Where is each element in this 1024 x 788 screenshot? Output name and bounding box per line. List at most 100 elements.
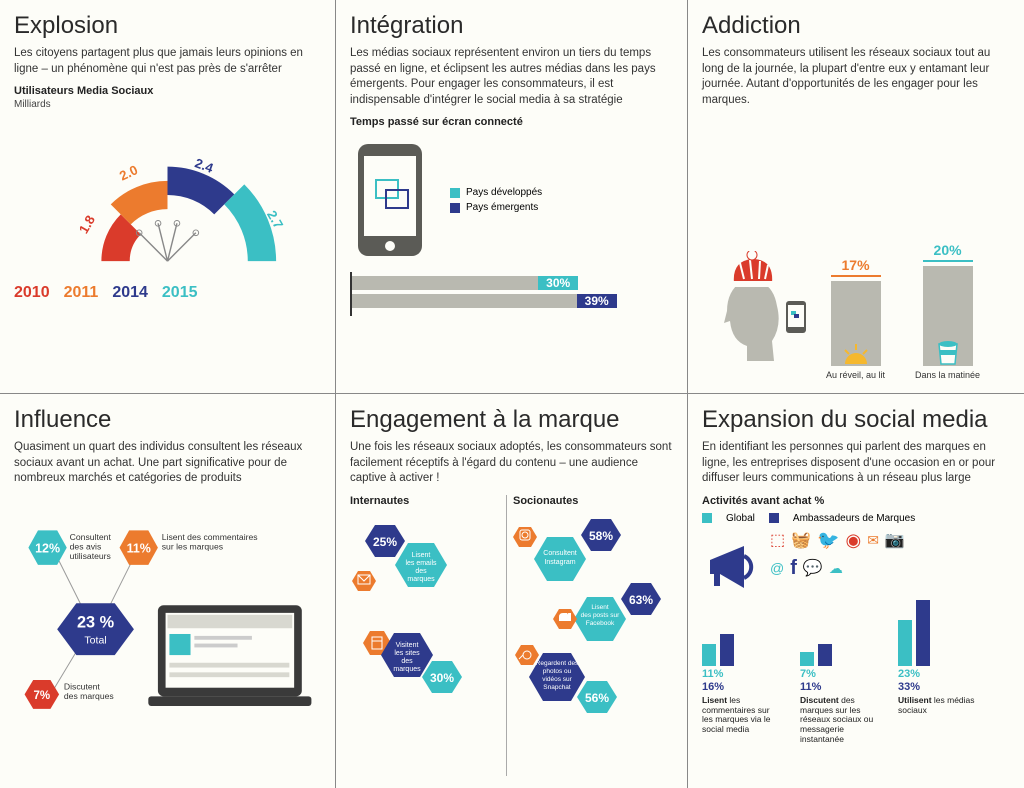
svg-text:30%: 30% <box>430 671 454 685</box>
svg-text:Lisent: Lisent <box>412 552 431 559</box>
bar <box>800 652 814 666</box>
bar-track <box>352 276 538 290</box>
cloud-icon: ☁ <box>829 560 843 577</box>
svg-text:Instagram: Instagram <box>544 559 575 566</box>
basket-icon: 🧺 <box>791 530 811 550</box>
legend-label: Pays émergents <box>466 202 538 213</box>
chat-icon: 💬 <box>803 558 823 578</box>
head-icon <box>702 251 812 381</box>
svg-text:sur les marques: sur les marques <box>162 541 223 551</box>
bar <box>818 644 832 666</box>
val: 7% <box>800 668 816 680</box>
engagement-right: 58% Consultent Instagram 63% Lisent des … <box>513 513 673 723</box>
panel-title: Intégration <box>350 12 673 40</box>
svg-text:marques: marques <box>393 666 421 673</box>
legend: Global Ambassadeurs de Marques <box>702 513 1010 524</box>
bar-track <box>352 294 577 308</box>
chart-subtitle: Utilisateurs Media Sociaux <box>14 85 321 97</box>
panel-desc: Les consommateurs utilisent les réseaux … <box>702 46 1010 108</box>
panel-title: Addiction <box>702 12 1010 40</box>
facebook-icon: f <box>790 557 797 580</box>
panel-desc: Quasiment un quart des individus consult… <box>14 440 321 487</box>
svg-text:des avis: des avis <box>70 541 102 551</box>
caption: Lisent les commentaires sur les marques … <box>702 696 782 735</box>
svg-text:les emails: les emails <box>405 560 437 567</box>
year-label: 2014 <box>112 284 148 302</box>
legend-label: Pays développés <box>466 187 542 198</box>
svg-text:Lisent des commentaires: Lisent des commentaires <box>162 532 258 542</box>
svg-text:Consultent: Consultent <box>543 550 577 557</box>
twitter-icon: 🐦 <box>817 530 839 551</box>
legend: Pays développés Pays émergents <box>450 187 542 213</box>
at-icon: @ <box>770 560 784 576</box>
panel-desc: En identifiant les personnes qui parlent… <box>702 440 1010 487</box>
legend-swatch <box>450 203 460 213</box>
bar <box>702 644 716 666</box>
svg-text:56%: 56% <box>585 691 609 705</box>
svg-text:des: des <box>415 568 427 575</box>
val: 11% <box>702 668 723 680</box>
val: 23% <box>898 668 920 680</box>
caption: Discutent des marques sur les réseaux so… <box>800 696 880 745</box>
val: 11% <box>800 681 821 693</box>
bar-value: 39% <box>577 294 617 308</box>
bar <box>923 266 973 366</box>
legend-swatch <box>450 188 460 198</box>
chart-subtitle: Temps passé sur écran connecté <box>350 116 673 128</box>
svg-text:11%: 11% <box>127 541 151 555</box>
svg-text:vidéos sur: vidéos sur <box>542 676 572 683</box>
column-head: Internautes <box>350 495 500 507</box>
wifi-icon: ◉ <box>845 530 861 551</box>
bar-value: 17% <box>842 257 870 273</box>
svg-text:58%: 58% <box>589 529 613 543</box>
mail-icon: ✉ <box>867 532 879 549</box>
year-label: 2010 <box>14 284 50 302</box>
svg-text:2.0: 2.0 <box>117 162 140 183</box>
val: 16% <box>702 681 724 693</box>
engagement-left: 25% Lisent les emails des marques Visite… <box>350 513 500 713</box>
bar-underline <box>923 260 973 262</box>
chart-subcaption: Milliards <box>14 99 321 110</box>
usb-icon: ⬚ <box>770 530 785 550</box>
panel-title: Explosion <box>14 12 321 40</box>
val: 33% <box>898 681 920 693</box>
bar-value: 20% <box>934 242 962 258</box>
bar <box>720 634 734 666</box>
horizontal-bars: 30% 39% <box>350 272 673 316</box>
panel-explosion: Explosion Les citoyens partagent plus qu… <box>0 0 336 394</box>
panel-desc: Une fois les réseaux sociaux adoptés, le… <box>350 440 673 487</box>
expansion-groups: 11%16% Lisent les commentaires sur les m… <box>702 606 1010 745</box>
svg-text:marques: marques <box>407 576 435 583</box>
radial-chart: 1.8 2.0 2.4 2.7 <box>14 110 321 280</box>
svg-text:Consultent: Consultent <box>70 532 112 542</box>
cup-icon <box>935 336 961 366</box>
megaphone-icon <box>702 530 762 600</box>
legend-swatch <box>769 513 779 523</box>
bar <box>898 620 912 666</box>
svg-text:Total: Total <box>84 634 106 646</box>
svg-text:Visitent: Visitent <box>396 642 419 649</box>
svg-text:Lisent: Lisent <box>591 604 609 611</box>
svg-text:des posts sur: des posts sur <box>581 612 620 619</box>
phone-icon <box>350 140 430 260</box>
panel-title: Influence <box>14 406 321 434</box>
svg-text:des marques: des marques <box>64 691 114 701</box>
panel-desc: Les citoyens partagent plus que jamais l… <box>14 46 321 77</box>
column-head: Socionautes <box>513 495 673 507</box>
svg-text:12%: 12% <box>35 541 60 555</box>
panel-title: Expansion du social media <box>702 406 1010 434</box>
camera-icon: 📷 <box>885 530 905 550</box>
panel-expansion: Expansion du social media En identifiant… <box>688 394 1024 788</box>
bar <box>916 600 930 666</box>
svg-text:Regardent des: Regardent des <box>536 660 579 667</box>
svg-text:63%: 63% <box>629 593 653 607</box>
panel-addiction: Addiction Les consommateurs utilisent le… <box>688 0 1024 394</box>
bar-value: 30% <box>538 276 578 290</box>
year-label: 2011 <box>64 284 99 302</box>
svg-text:les sites: les sites <box>394 650 420 657</box>
legend-label: Global <box>726 513 755 524</box>
svg-text:7%: 7% <box>34 690 51 702</box>
chart-subtitle: Activités avant achat % <box>702 495 1010 507</box>
bar-caption: Dans la matinée <box>915 370 980 381</box>
svg-text:des: des <box>401 658 413 665</box>
